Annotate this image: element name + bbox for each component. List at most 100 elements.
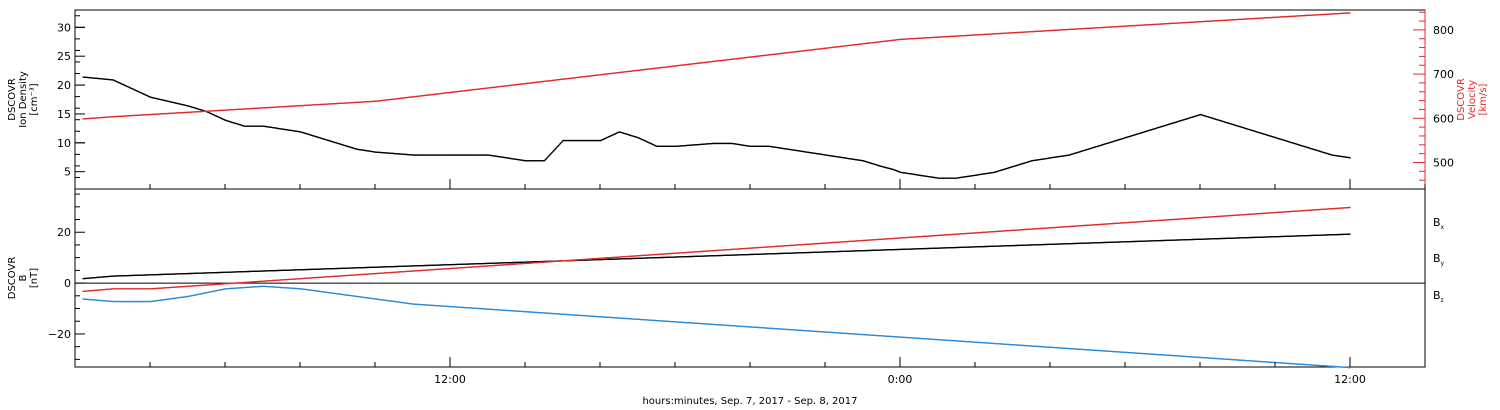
data-point — [275, 127, 277, 129]
data-point — [1259, 17, 1261, 19]
data-point — [1090, 27, 1093, 29]
data-point — [394, 153, 397, 155]
data-point — [1256, 17, 1258, 19]
data-point — [402, 265, 404, 267]
data-point — [589, 259, 592, 261]
data-point — [1070, 153, 1072, 156]
data-point — [509, 262, 511, 264]
data-point — [1195, 115, 1197, 117]
data-point — [520, 261, 523, 263]
data-point — [789, 51, 791, 53]
data-point — [1255, 17, 1257, 20]
data-point — [894, 169, 896, 171]
axis-title-line: DSCOVR — [1456, 78, 1467, 121]
data-point — [310, 268, 313, 270]
data-point — [1053, 29, 1055, 31]
data-point — [707, 255, 709, 257]
data-point — [875, 164, 877, 166]
data-point — [948, 177, 951, 179]
axis-title-line: [km/s] — [1478, 83, 1489, 115]
data-point — [214, 110, 217, 112]
data-point — [461, 263, 463, 265]
data-point — [1103, 26, 1105, 29]
data-point — [741, 57, 743, 59]
data-point — [1044, 30, 1046, 32]
data-point — [220, 271, 223, 274]
data-point — [259, 270, 261, 272]
data-point — [370, 266, 373, 268]
data-point — [570, 139, 572, 142]
data-point — [383, 152, 385, 154]
data-point — [1054, 156, 1056, 158]
data-point — [360, 101, 362, 103]
data-point — [633, 257, 635, 260]
data-point — [1301, 145, 1304, 147]
data-point — [660, 67, 662, 69]
data-point — [231, 271, 233, 273]
data-point — [195, 272, 197, 274]
data-point — [839, 45, 841, 48]
data-point — [758, 145, 760, 147]
data-point — [971, 175, 973, 177]
data-point — [249, 108, 251, 110]
data-point — [796, 149, 798, 152]
data-point — [434, 154, 436, 156]
data-point — [495, 262, 497, 264]
data-point — [167, 112, 169, 115]
data-point — [763, 253, 765, 255]
data-point — [352, 147, 355, 149]
data-point — [689, 63, 691, 65]
data-point — [855, 250, 857, 252]
data-point — [180, 273, 182, 275]
data-point — [679, 64, 682, 66]
data-point — [186, 111, 189, 113]
data-point — [227, 109, 229, 111]
data-point — [682, 64, 684, 66]
data-point — [738, 57, 740, 60]
data-point — [1329, 153, 1332, 156]
data-point — [913, 173, 915, 175]
data-point — [162, 113, 164, 115]
b-tick-label: 0 — [64, 277, 71, 290]
data-point — [1254, 17, 1256, 20]
data-point — [583, 139, 585, 142]
data-point — [941, 36, 943, 38]
data-point — [800, 150, 803, 152]
data-point — [1215, 20, 1217, 22]
data-point — [1232, 19, 1234, 21]
data-point — [1283, 139, 1285, 141]
data-point — [1168, 22, 1170, 25]
data-point — [275, 127, 278, 129]
data-point — [146, 114, 148, 116]
data-point — [973, 174, 975, 177]
data-point — [735, 254, 737, 256]
data-point — [733, 58, 735, 60]
data-point — [338, 102, 340, 105]
data-point — [837, 156, 839, 158]
data-point — [218, 271, 220, 274]
data-point — [293, 269, 295, 271]
data-point — [919, 37, 921, 39]
data-point — [370, 100, 372, 103]
data-point — [1098, 27, 1100, 29]
data-point — [145, 274, 147, 276]
data-point — [1050, 29, 1052, 32]
data-point — [1212, 117, 1214, 120]
data-point — [630, 70, 632, 72]
data-point — [767, 253, 769, 255]
data-point — [1271, 16, 1273, 19]
data-point — [1058, 29, 1060, 31]
data-point — [1123, 137, 1125, 139]
data-point — [1228, 19, 1230, 21]
data-point — [734, 143, 736, 145]
data-point — [508, 157, 511, 159]
data-point — [396, 265, 398, 268]
data-point — [175, 273, 178, 275]
data-point — [788, 252, 790, 254]
data-point — [886, 167, 888, 169]
data-point — [96, 117, 98, 119]
data-point — [120, 275, 122, 277]
data-point — [544, 80, 546, 82]
data-point — [493, 155, 495, 157]
